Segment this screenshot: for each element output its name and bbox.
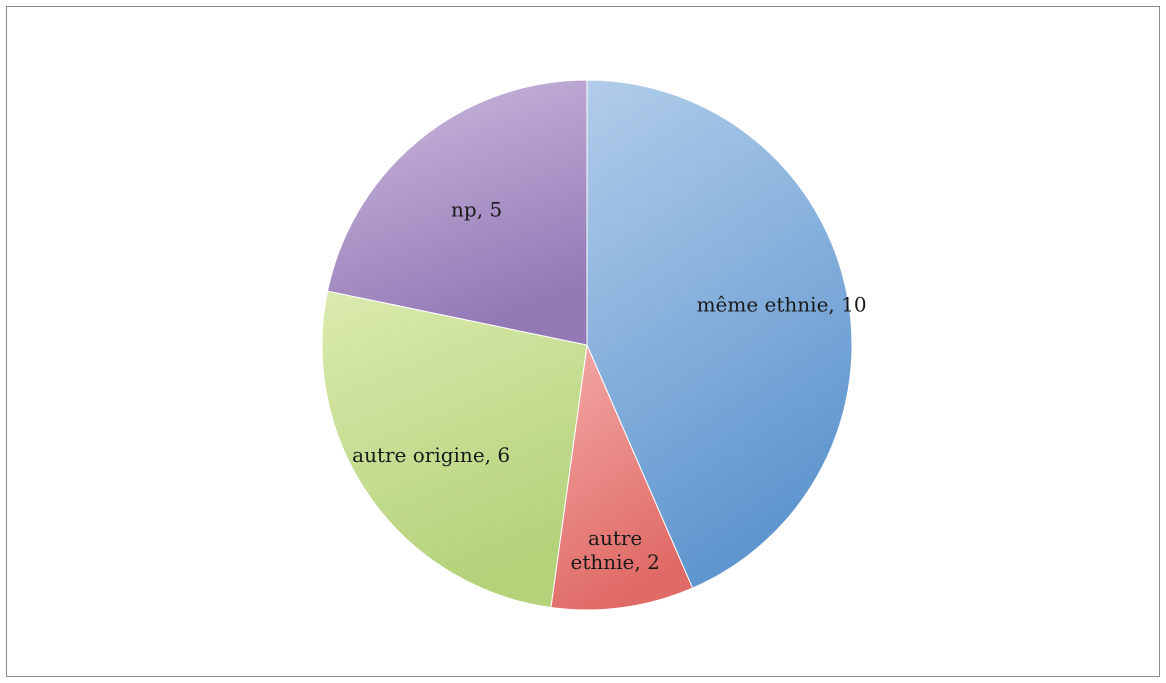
pie-slice-label-2: autre origine, 6 bbox=[352, 443, 510, 467]
pie-slice-3 bbox=[326, 79, 588, 346]
pie-slice-label-line: autre origine, 6 bbox=[352, 443, 510, 467]
pie-labels: même ethnie, 10 autre ethnie, 2 autre origi… bbox=[352, 197, 866, 573]
pie-slice-2 bbox=[321, 290, 588, 609]
pie-slice-label-line: autre bbox=[588, 526, 642, 550]
pie-slice-1 bbox=[550, 343, 694, 611]
pie-slice-0 bbox=[586, 79, 853, 589]
pie-slice-label-0: même ethnie, 10 bbox=[697, 293, 867, 317]
pie-slice-label-line: même ethnie, 10 bbox=[697, 293, 867, 317]
pie-slice-label-line: ethnie, 2 bbox=[570, 550, 659, 574]
pie-slices bbox=[321, 79, 853, 611]
pie-slice-label-1: autre ethnie, 2 bbox=[570, 526, 659, 574]
pie-slice-label-line: np, 5 bbox=[451, 197, 502, 221]
pie-slice-label-3: np, 5 bbox=[451, 197, 502, 221]
